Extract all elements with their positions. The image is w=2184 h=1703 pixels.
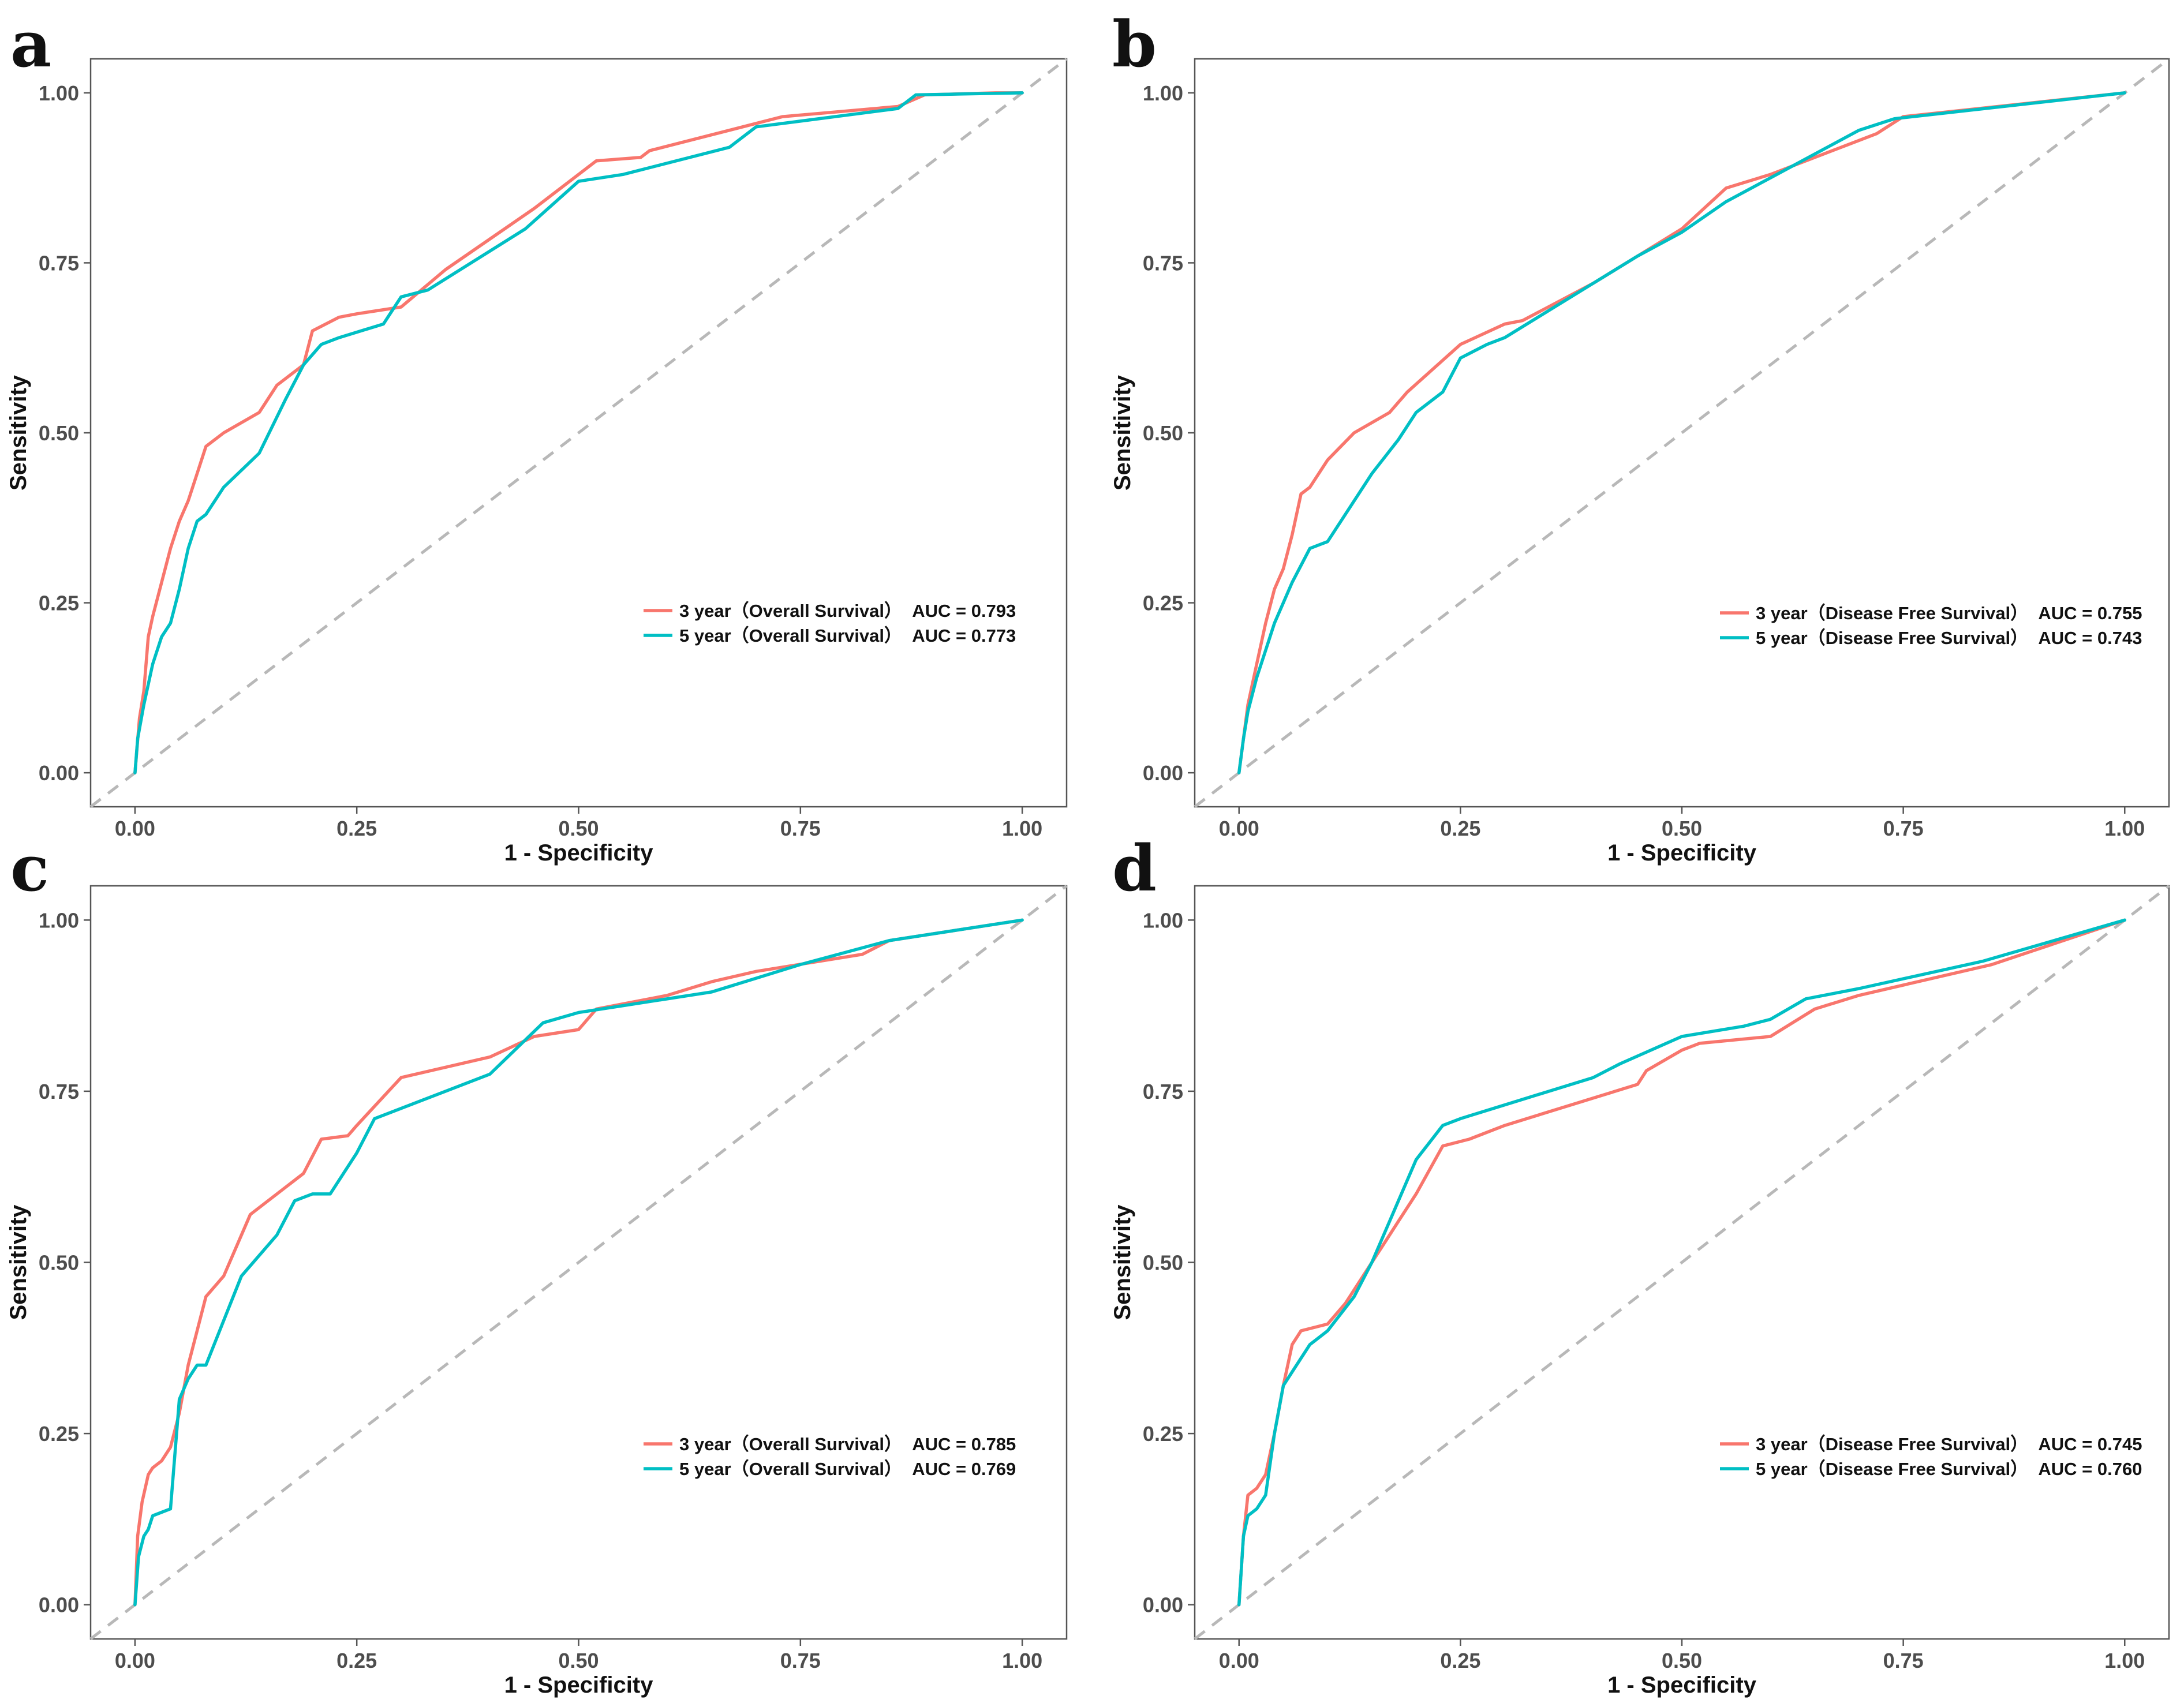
panel-letter: c [10, 831, 49, 905]
y-tick-label: 1.00 [39, 908, 79, 932]
y-tick-label: 0.00 [39, 761, 79, 785]
x-tick-label: 1.00 [1002, 1649, 1042, 1672]
y-tick-label: 1.00 [1143, 81, 1183, 105]
x-tick-label: 0.75 [780, 817, 821, 840]
x-tick-label: 0.25 [1440, 817, 1480, 840]
y-tick-label: 0.25 [1143, 1422, 1183, 1446]
x-tick-label: 1.00 [2104, 817, 2145, 840]
x-tick-label: 0.50 [1662, 1649, 1702, 1672]
legend-label: 3 year（Disease Free Survival） AUC = 0.75… [1756, 603, 2142, 623]
x-tick-label: 0.25 [1440, 1649, 1480, 1672]
y-tick-label: 0.50 [1143, 421, 1183, 445]
roc-curve-5-year [1237, 918, 2127, 1607]
reference-diagonal [89, 58, 1068, 808]
legend-label: 5 year（Overall Survival） AUC = 0.769 [679, 1459, 1016, 1479]
y-tick-label: 0.75 [39, 1080, 79, 1103]
y-axis-title: Sensitivity [6, 375, 31, 491]
roc-panel-c: c 0.00 0.25 0.50 0.75 1.00 0.00 0.25 0.50 0.75 1.0… [6, 831, 1068, 1698]
y-tick-label: 0.50 [39, 1251, 79, 1275]
legend-label: 3 year（Disease Free Survival） AUC = 0.74… [1756, 1434, 2142, 1454]
y-tick-label: 0.75 [1143, 1080, 1183, 1103]
panel-letter: b [1112, 7, 1157, 81]
roc-panel-b: b 0.00 0.25 0.50 0.75 1.00 0.00 0.25 0.50 0.75 1.0… [1110, 7, 2170, 866]
y-tick-label: 0.25 [1143, 592, 1183, 615]
x-tick-label: 0.25 [336, 1649, 377, 1672]
y-tick-label: 0.50 [1143, 1251, 1183, 1275]
roc-curve-3-year [1237, 91, 2127, 774]
x-tick-label: 0.50 [558, 1649, 599, 1672]
legend-label: 3 year（Overall Survival） AUC = 0.785 [679, 1434, 1016, 1454]
y-tick-label: 1.00 [1143, 908, 1183, 932]
x-tick-label: 0.75 [1883, 1649, 1924, 1672]
reference-diagonal [89, 885, 1068, 1640]
panel-letter: d [1112, 831, 1157, 905]
y-tick-label: 0.25 [39, 592, 79, 615]
x-tick-label: 0.00 [1219, 1649, 1259, 1672]
roc-curve-5-year [1237, 91, 2127, 774]
roc-curve-3-year [133, 918, 1024, 1607]
y-tick-label: 0.00 [1143, 761, 1183, 785]
panel-letter: a [10, 7, 51, 81]
reference-diagonal [1194, 885, 2170, 1640]
y-tick-label: 0.50 [39, 421, 79, 445]
legend-label: 5 year（Overall Survival） AUC = 0.773 [679, 626, 1016, 646]
legend-label: 5 year（Disease Free Survival） AUC = 0.76… [1756, 1459, 2142, 1479]
x-tick-label: 0.50 [1662, 817, 1702, 840]
roc-panel-d: d 0.00 0.25 0.50 0.75 1.00 0.00 0.25 0.50 0.75 1.0… [1110, 831, 2170, 1698]
y-tick-label: 1.00 [39, 81, 79, 105]
reference-diagonal [1194, 58, 2170, 808]
x-axis-title: 1 - Specificity [504, 1672, 654, 1698]
y-tick-label: 0.00 [1143, 1593, 1183, 1617]
y-axis-title: Sensitivity [1110, 1204, 1135, 1320]
roc-curve-5-year [133, 918, 1024, 1607]
legend-label: 5 year（Disease Free Survival） AUC = 0.74… [1756, 628, 2142, 648]
y-tick-label: 0.75 [39, 251, 79, 275]
y-axis-title: Sensitivity [1110, 375, 1135, 491]
x-tick-label: 1.00 [2104, 1649, 2145, 1672]
x-axis-title: 1 - Specificity [1607, 840, 1757, 866]
x-axis-title: 1 - Specificity [1607, 1672, 1757, 1698]
roc-panel-a: a 0.00 0.25 0.50 0.75 1.00 0.00 0.25 0.50 0.75 1.0… [6, 7, 1068, 866]
x-tick-label: 0.00 [1219, 817, 1259, 840]
x-axis-title: 1 - Specificity [504, 840, 654, 866]
x-tick-label: 0.00 [115, 817, 155, 840]
x-tick-label: 1.00 [1002, 817, 1042, 840]
y-tick-label: 0.25 [39, 1422, 79, 1446]
roc-curve-5-year [133, 91, 1024, 774]
y-axis-title: Sensitivity [6, 1204, 31, 1320]
x-tick-label: 0.75 [1883, 817, 1924, 840]
x-tick-label: 0.25 [336, 817, 377, 840]
x-tick-label: 0.00 [115, 1649, 155, 1672]
x-tick-label: 0.50 [558, 817, 599, 840]
y-tick-label: 0.00 [39, 1593, 79, 1617]
y-tick-label: 0.75 [1143, 251, 1183, 275]
x-tick-label: 0.75 [780, 1649, 821, 1672]
legend-label: 3 year（Overall Survival） AUC = 0.793 [679, 601, 1016, 621]
roc-curve-3-year [1237, 918, 2127, 1607]
